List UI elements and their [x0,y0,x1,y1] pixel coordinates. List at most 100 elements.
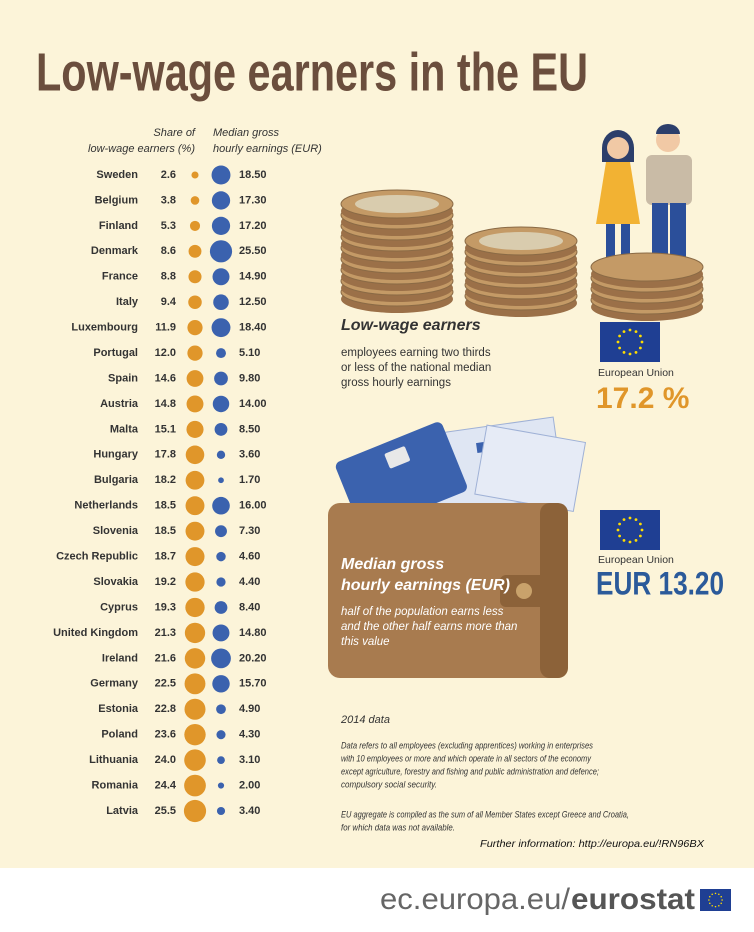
panel-heading: hourly earnings (EUR) [341,577,510,594]
country-label: Belgium [95,194,139,206]
share-dot [185,470,205,490]
share-dot [184,774,206,797]
eu-flag [600,322,660,362]
share-label: 25.5 [155,805,176,817]
panel-heading: Median gross [341,556,444,573]
share-dot [185,597,205,618]
notes-text: compulsory social security. [341,779,437,789]
earnings-label: 20.20 [239,652,267,664]
earnings-dot [214,422,228,436]
headline-value: EUR 13.20 [596,565,724,601]
coin-face [355,195,439,213]
flag-star [714,892,717,895]
country-label: Hungary [93,449,139,461]
earnings-dot [216,704,226,715]
notes-year: 2014 data [340,714,390,726]
earnings-label: 17.20 [239,220,267,232]
earnings-label: 2.00 [239,779,260,791]
share-dot [185,496,205,516]
share-label: 14.6 [155,372,176,384]
flag-star [622,350,626,354]
country-label: Ireland [102,652,138,664]
share-label: 18.7 [155,551,176,563]
earnings-dot [211,165,231,185]
panel-text: or less of the national median [341,362,491,374]
panel-text: and the other half earns more than [341,621,517,633]
share-dot [187,320,203,336]
flag-star [634,538,638,542]
earnings-label: 15.70 [239,678,267,690]
flag-star [720,895,722,898]
share-label: 22.8 [155,703,176,715]
country-label: Portugal [93,347,138,359]
earnings-label: 5.10 [239,347,260,359]
earnings-label: 8.40 [239,601,260,613]
share-dot [184,698,206,720]
earnings-dot [209,240,233,263]
country-label: Cyprus [100,601,138,613]
country-label: Lithuania [89,754,139,766]
share-label: 19.2 [155,576,176,588]
share-label: 22.5 [155,678,176,690]
share-label: 21.6 [155,652,176,664]
flag-star [708,899,710,901]
share-label: 8.6 [161,245,176,257]
coin [590,252,704,282]
share-label: 9.4 [161,296,177,308]
share-dot [185,547,205,567]
earnings-label: 14.00 [239,398,267,410]
share-dot [184,648,206,669]
share-label: 3.8 [161,194,176,206]
country-label: United Kingdom [53,627,138,639]
flag-star [618,346,622,350]
earnings-label: 4.30 [239,729,260,741]
country-label: Poland [101,729,138,741]
flag-star [638,346,642,350]
flag-star [616,528,620,532]
earnings-dot [216,348,226,359]
country-label: Finland [99,220,138,232]
share-dot [185,521,205,541]
flag-star [628,328,632,332]
panel-heading: Low-wage earners [341,317,481,334]
flag-star [628,540,632,544]
column-header: Median gross [213,127,280,139]
share-dot [189,220,201,231]
notes-text: EU aggregate is compiled as the sum of a… [341,809,629,819]
country-label: Netherlands [74,500,138,512]
share-label: 19.3 [155,601,176,613]
earnings-dot [215,525,227,538]
earnings-dot [217,756,225,764]
earnings-dot [211,191,231,210]
country-label: Spain [108,372,138,384]
earnings-label: 4.40 [239,576,260,588]
earnings-label: 17.30 [239,194,267,206]
wallet [328,503,568,678]
earnings-dot [217,782,225,789]
earnings-dot [213,294,229,310]
notes-text: except agriculture, forestry and fishing… [341,766,599,776]
earnings-label: 3.10 [239,754,260,766]
share-dot [188,270,202,284]
country-label: Slovenia [93,525,139,537]
panel-text: half of the population earns less [341,606,504,618]
earnings-dot [212,268,230,286]
earnings-dot [211,318,231,338]
flag-star [622,330,626,334]
share-dot [186,370,204,387]
earnings-label: 3.40 [239,805,260,817]
country-label: Slovakia [93,576,139,588]
country-label: Sweden [96,169,138,181]
flag-star [638,334,642,338]
banknote [474,424,587,512]
share-label: 24.0 [155,754,176,766]
panel-text: this value [341,636,390,648]
earnings-dot [212,624,230,642]
share-label: 17.8 [155,449,176,461]
share-label: 12.0 [155,347,176,359]
flag-star [618,334,622,338]
earnings-dot [216,577,226,587]
flag-star [628,352,632,356]
